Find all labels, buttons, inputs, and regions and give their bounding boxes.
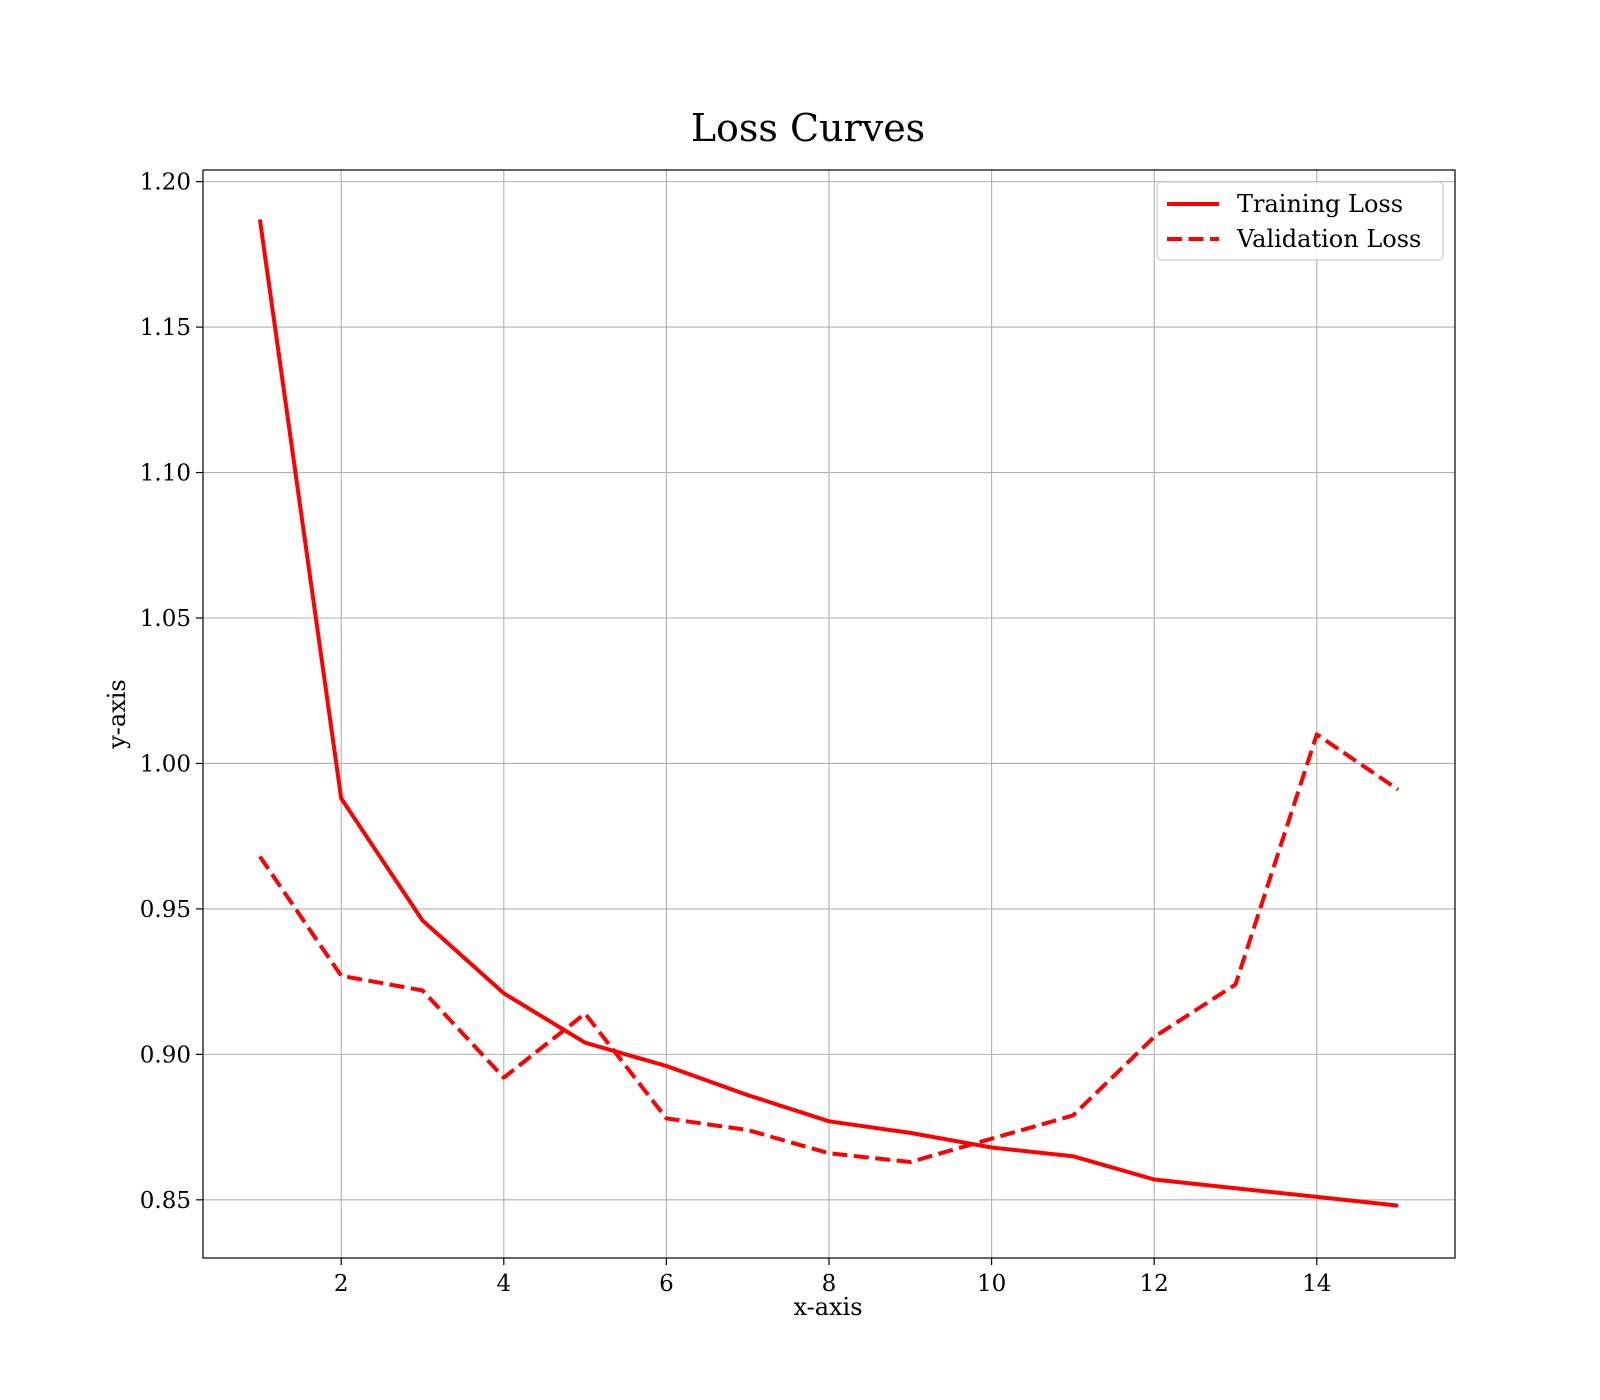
- legend-label: Validation Loss: [1236, 225, 1421, 253]
- y-tick-label: 0.85: [140, 1188, 191, 1214]
- y-tick-label: 0.95: [140, 897, 191, 923]
- series-lines: [257, 219, 1400, 1208]
- x-tick-label: 8: [822, 1271, 837, 1297]
- training-loss-line: [257, 219, 1399, 1208]
- x-axis-label: x-axis: [793, 1293, 862, 1321]
- y-tick-label: 1.05: [140, 606, 191, 632]
- x-tick-label: 14: [1302, 1271, 1331, 1297]
- y-tick-label: 1.15: [140, 315, 191, 341]
- x-tick-label: 12: [1140, 1271, 1169, 1297]
- y-tick-label: 1.10: [140, 461, 191, 487]
- x-tick-label: 6: [659, 1271, 674, 1297]
- y-tick-label: 1.20: [140, 170, 191, 196]
- y-tick-label: 1.00: [140, 751, 191, 777]
- x-tick-label: 4: [496, 1271, 511, 1297]
- grid: [203, 170, 1455, 1258]
- legend-label: Training Loss: [1237, 190, 1403, 218]
- validation-loss-line: [258, 732, 1400, 1164]
- legend-box: [1156, 181, 1444, 261]
- x-tick-label: 10: [977, 1271, 1006, 1297]
- y-tick-label: 0.90: [140, 1042, 191, 1068]
- chart-title: Loss Curves: [691, 106, 925, 150]
- axis-ticks: 2 4 6 8 10 12 14 0.85 0.90 0.95 1.00 1.05 1.10 1.15 1.…: [140, 170, 1332, 1297]
- y-axis-label: y-axis: [103, 679, 131, 750]
- x-tick-label: 2: [334, 1271, 349, 1297]
- legend: Training Loss Validation Loss: [1156, 181, 1444, 261]
